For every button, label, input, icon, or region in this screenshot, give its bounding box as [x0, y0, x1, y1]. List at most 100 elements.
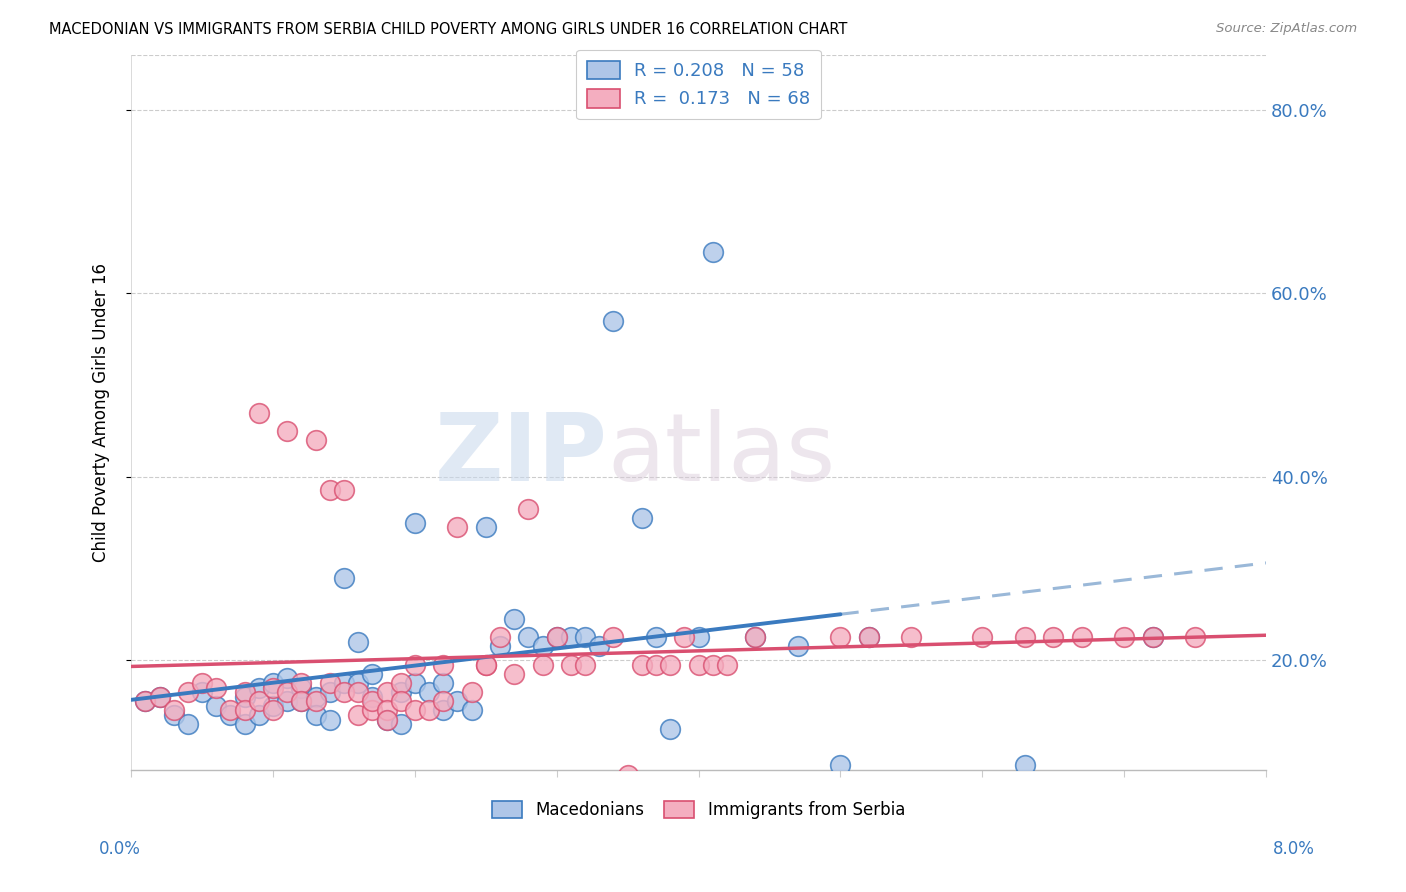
Point: [858, 630, 880, 644]
Point: [304, 708, 326, 723]
Point: [546, 630, 568, 644]
Point: [389, 694, 412, 708]
Point: [304, 690, 326, 704]
Point: [830, 630, 852, 644]
Point: [560, 657, 582, 672]
Point: [319, 676, 342, 690]
Point: [432, 703, 454, 717]
Point: [673, 630, 696, 644]
Point: [347, 676, 370, 690]
Point: [290, 676, 312, 690]
Point: [503, 612, 526, 626]
Point: [233, 685, 256, 699]
Point: [432, 694, 454, 708]
Text: MACEDONIAN VS IMMIGRANTS FROM SERBIA CHILD POVERTY AMONG GIRLS UNDER 16 CORRELAT: MACEDONIAN VS IMMIGRANTS FROM SERBIA CHI…: [49, 22, 848, 37]
Point: [517, 630, 540, 644]
Point: [616, 767, 638, 781]
Point: [475, 520, 498, 534]
Point: [262, 681, 284, 695]
Point: [276, 424, 298, 438]
Point: [744, 630, 766, 644]
Point: [375, 713, 398, 727]
Text: Source: ZipAtlas.com: Source: ZipAtlas.com: [1216, 22, 1357, 36]
Point: [1114, 630, 1136, 644]
Point: [233, 703, 256, 717]
Point: [432, 657, 454, 672]
Text: 8.0%: 8.0%: [1272, 840, 1315, 858]
Point: [361, 666, 384, 681]
Point: [375, 703, 398, 717]
Point: [404, 657, 426, 672]
Point: [688, 657, 710, 672]
Point: [319, 713, 342, 727]
Y-axis label: Child Poverty Among Girls Under 16: Child Poverty Among Girls Under 16: [93, 263, 110, 562]
Point: [446, 520, 468, 534]
Point: [375, 685, 398, 699]
Point: [517, 501, 540, 516]
Point: [262, 698, 284, 713]
Point: [177, 717, 200, 731]
Point: [1184, 630, 1206, 644]
Point: [418, 703, 440, 717]
Point: [290, 694, 312, 708]
Point: [219, 703, 242, 717]
Point: [574, 657, 596, 672]
Point: [389, 717, 412, 731]
Legend: Macedonians, Immigrants from Serbia: Macedonians, Immigrants from Serbia: [485, 795, 911, 826]
Point: [460, 703, 482, 717]
Point: [475, 657, 498, 672]
Point: [1070, 630, 1092, 644]
Point: [134, 694, 156, 708]
Point: [830, 758, 852, 772]
Point: [319, 685, 342, 699]
Point: [134, 694, 156, 708]
Point: [319, 483, 342, 498]
Point: [276, 694, 298, 708]
Point: [361, 694, 384, 708]
Point: [503, 666, 526, 681]
Point: [304, 694, 326, 708]
Point: [191, 685, 214, 699]
Point: [404, 676, 426, 690]
Point: [489, 640, 512, 654]
Point: [972, 630, 994, 644]
Point: [233, 717, 256, 731]
Point: [688, 630, 710, 644]
Point: [247, 694, 270, 708]
Point: [247, 708, 270, 723]
Point: [347, 685, 370, 699]
Point: [645, 630, 668, 644]
Point: [290, 694, 312, 708]
Point: [148, 690, 170, 704]
Point: [148, 690, 170, 704]
Point: [205, 681, 228, 695]
Point: [333, 685, 356, 699]
Point: [900, 630, 922, 644]
Point: [702, 245, 724, 260]
Point: [333, 483, 356, 498]
Point: [247, 406, 270, 420]
Point: [276, 671, 298, 685]
Point: [1042, 630, 1064, 644]
Point: [560, 630, 582, 644]
Point: [716, 657, 738, 672]
Point: [191, 676, 214, 690]
Point: [361, 703, 384, 717]
Point: [389, 676, 412, 690]
Point: [786, 640, 808, 654]
Point: [262, 676, 284, 690]
Point: [858, 630, 880, 644]
Point: [531, 640, 554, 654]
Point: [418, 685, 440, 699]
Point: [531, 657, 554, 672]
Point: [702, 657, 724, 672]
Point: [276, 685, 298, 699]
Point: [460, 685, 482, 699]
Point: [219, 708, 242, 723]
Point: [361, 690, 384, 704]
Point: [1142, 630, 1164, 644]
Point: [205, 698, 228, 713]
Point: [163, 708, 186, 723]
Point: [347, 634, 370, 648]
Point: [1014, 758, 1036, 772]
